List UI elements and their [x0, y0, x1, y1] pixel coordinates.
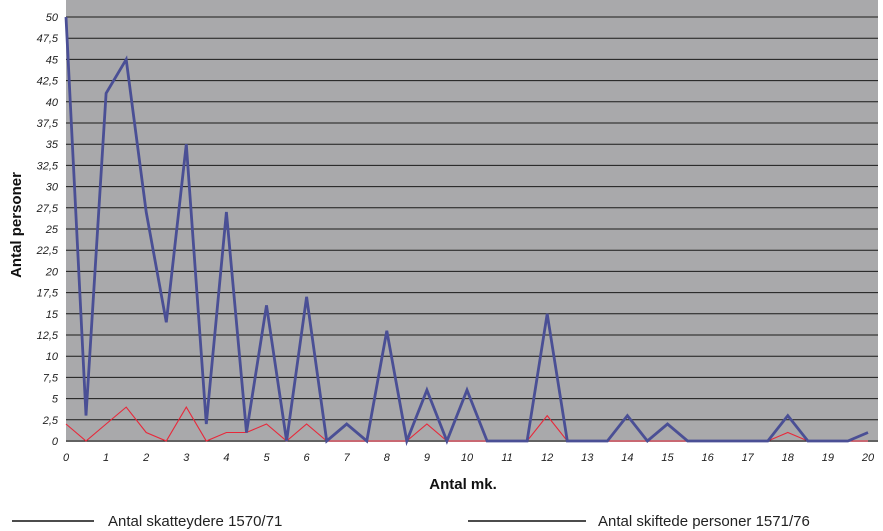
y-axis-title: Antal personer [8, 172, 25, 278]
x-tick-label: 4 [223, 452, 229, 464]
series-line-1 [64, 16, 869, 447]
x-tick-label: 19 [822, 452, 834, 464]
y-tick-label: 20 [45, 266, 59, 278]
y-tick-label: 40 [46, 97, 59, 109]
y-tick-label: 42,5 [37, 76, 59, 88]
plot-area [66, 0, 878, 442]
x-tick-label: 0 [63, 452, 70, 464]
grid-lines [66, 16, 878, 442]
x-tick-label: 6 [304, 452, 311, 464]
y-tick-label: 45 [46, 54, 59, 66]
x-tick-label: 17 [742, 452, 755, 464]
x-tick-label: 1 [103, 452, 109, 464]
y-tick-label: 15 [46, 309, 59, 321]
x-tick-label: 12 [541, 452, 553, 464]
y-tick-label: 47,5 [37, 33, 59, 45]
x-tick-label: 3 [183, 452, 190, 464]
y-tick-label: 37,5 [37, 118, 59, 130]
y-tick-label: 10 [46, 351, 59, 363]
series-lines [64, 16, 869, 447]
y-tick-labels: 0 2,5 5 7,5 10 12,5 15 17,5 20 22,5 25 27,5 30 32,5 35… [36, 12, 59, 448]
x-tick-label: 8 [384, 452, 391, 464]
y-tick-label: 17,5 [37, 288, 59, 300]
y-tick-label: 35 [46, 139, 59, 151]
x-axis-title: Antal mk. [429, 476, 497, 493]
x-tick-label: 20 [861, 452, 875, 464]
y-tick-label: 2,5 [42, 415, 59, 427]
y-tick-label: 30 [46, 182, 59, 194]
x-tick-label: 9 [424, 452, 430, 464]
x-tick-label: 2 [142, 452, 149, 464]
y-tick-label: 5 [52, 394, 59, 406]
x-tick-label: 5 [263, 452, 270, 464]
x-tick-label: 10 [461, 452, 474, 464]
y-tick-label: 7,5 [43, 372, 59, 384]
y-tick-label: 50 [46, 12, 59, 24]
legend: Antal skatteydere 1570/71 Antal skiftede… [12, 513, 810, 530]
x-tick-label: 15 [661, 452, 674, 464]
x-tick-labels: 0 1 2 3 4 5 6 7 8 9 10 11 12 13 14 15 16 17 18 19 20 [63, 452, 875, 464]
y-tick-label: 0 [52, 436, 59, 448]
y-tick-label: 12,5 [37, 330, 59, 342]
y-tick-label: 22,5 [36, 245, 59, 257]
y-tick-label: 32,5 [37, 160, 59, 172]
y-tick-label: 27,5 [36, 203, 59, 215]
x-tick-label: 11 [501, 452, 512, 464]
x-tick-label: 7 [344, 452, 351, 464]
x-tick-label: 13 [581, 452, 594, 464]
y-tick-label: 25 [45, 224, 59, 236]
x-tick-label: 14 [621, 452, 633, 464]
legend-label-skiftede: Antal skiftede personer 1571/76 [598, 513, 810, 530]
legend-label-skatteydere: Antal skatteydere 1570/71 [108, 513, 282, 530]
x-tick-label: 16 [701, 452, 714, 464]
x-tick-label: 18 [782, 452, 795, 464]
